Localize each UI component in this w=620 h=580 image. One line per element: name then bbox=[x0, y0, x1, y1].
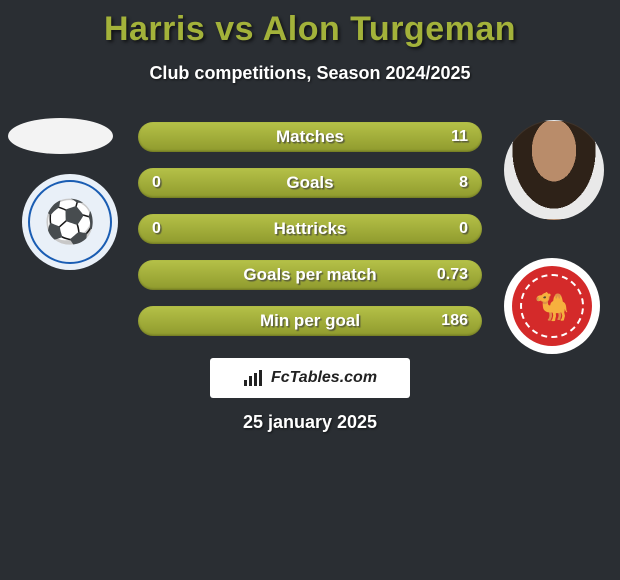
stat-row: 0 Hattricks 0 bbox=[138, 214, 482, 244]
stat-label: Matches bbox=[138, 127, 482, 147]
page-title: Harris vs Alon Turgeman bbox=[0, 0, 620, 49]
soccer-ball-icon: ⚽ bbox=[44, 198, 96, 247]
stat-right-value: 11 bbox=[438, 128, 468, 146]
stat-right-value: 8 bbox=[438, 174, 468, 192]
stat-label: Goals per match bbox=[138, 265, 482, 285]
player-right-avatar bbox=[504, 120, 604, 220]
club-right-badge: 🐪 bbox=[504, 258, 600, 354]
stat-right-value: 0 bbox=[438, 220, 468, 238]
subtitle: Club competitions, Season 2024/2025 bbox=[0, 63, 620, 84]
bar-chart-icon bbox=[243, 370, 265, 386]
player-left-avatar bbox=[8, 118, 113, 158]
brand-text: FcTables.com bbox=[271, 369, 377, 387]
stat-row: Min per goal 186 bbox=[138, 306, 482, 336]
player-photo-icon bbox=[504, 120, 604, 220]
stat-row: Matches 11 bbox=[138, 122, 482, 152]
stats-list: Matches 11 0 Goals 8 0 Hattricks 0 Goals… bbox=[138, 122, 482, 352]
silhouette-icon bbox=[8, 118, 113, 154]
stat-left-value: 0 bbox=[152, 174, 182, 192]
stat-right-value: 0.73 bbox=[437, 266, 468, 284]
brand-badge: FcTables.com bbox=[210, 358, 410, 398]
club-left-badge: ⚽ bbox=[22, 174, 118, 270]
stat-label: Min per goal bbox=[138, 311, 482, 331]
camel-icon: 🐪 bbox=[535, 290, 570, 323]
stat-label: Goals bbox=[138, 173, 482, 193]
stat-left-value: 0 bbox=[152, 220, 182, 238]
date-text: 25 january 2025 bbox=[0, 412, 620, 433]
stat-row: Goals per match 0.73 bbox=[138, 260, 482, 290]
stat-label: Hattricks bbox=[138, 219, 482, 239]
stat-right-value: 186 bbox=[438, 312, 468, 330]
stat-row: 0 Goals 8 bbox=[138, 168, 482, 198]
